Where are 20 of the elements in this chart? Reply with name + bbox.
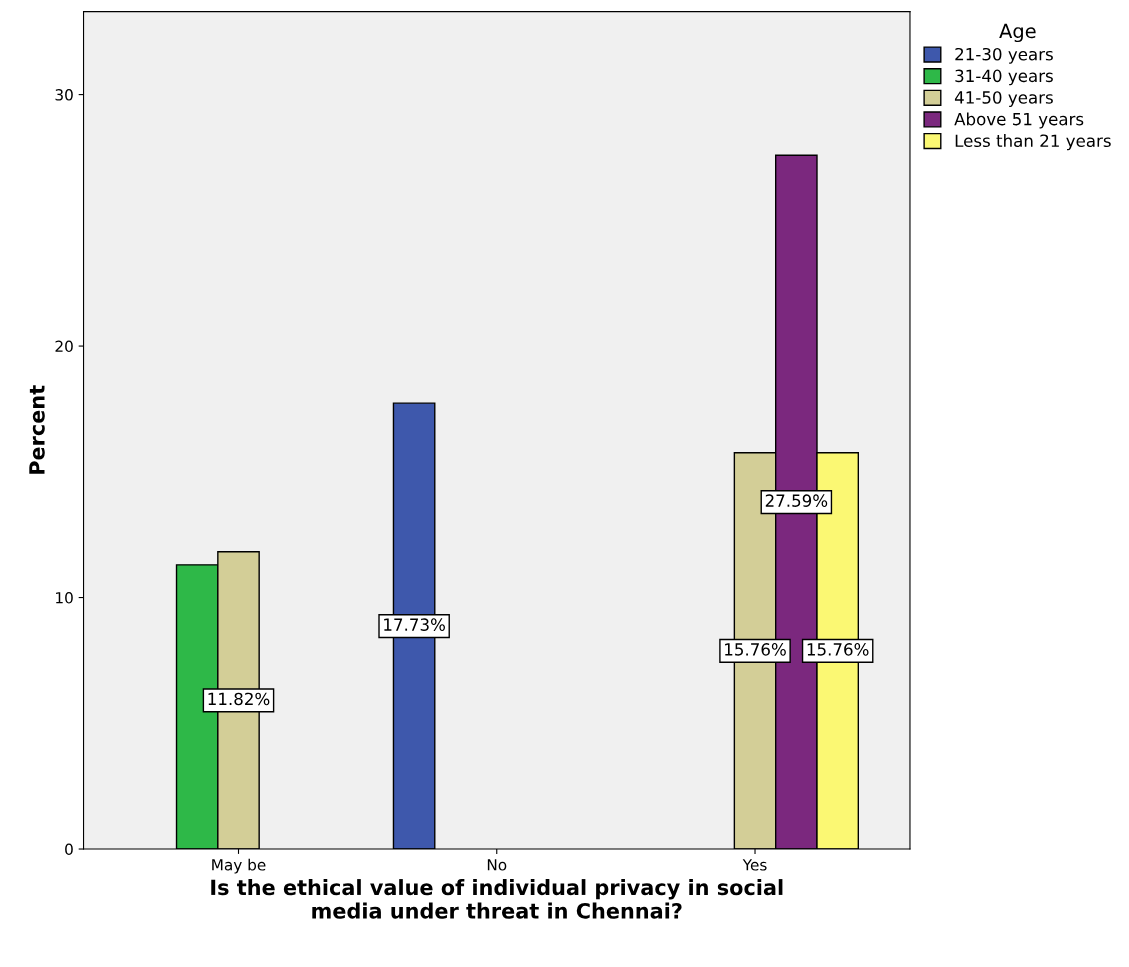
- data-label: 15.76%: [725, 643, 786, 656]
- y-tick-label: 20: [55, 340, 73, 353]
- legend-label: 31-40 years: [955, 69, 1053, 86]
- legend-label: 41-50 years: [954, 91, 1053, 107]
- legend-title: Age: [999, 23, 1036, 43]
- data-label: 15.76%: [807, 643, 869, 656]
- legend-label: Less than 21 years: [955, 134, 1111, 151]
- x-tick-label: May be: [212, 858, 266, 874]
- data-label: 11.82%: [208, 692, 270, 706]
- y-axis-title: Percent: [29, 385, 45, 474]
- data-label: 17.73%: [384, 618, 445, 631]
- y-tick-label: 0: [65, 843, 73, 856]
- legend-label: Above 51 years: [954, 112, 1084, 129]
- legend-label: 21-30 years: [955, 47, 1053, 64]
- x-axis-title: Is the ethical value of individual privacy in social media under threat in Chennai?: [211, 879, 783, 919]
- x-tick-label: No: [487, 859, 507, 871]
- data-label: 27.59%: [765, 494, 828, 507]
- y-tick-label: 30: [55, 89, 73, 101]
- x-tick-label: Yes: [742, 859, 767, 871]
- y-tick-label: 10: [56, 592, 73, 604]
